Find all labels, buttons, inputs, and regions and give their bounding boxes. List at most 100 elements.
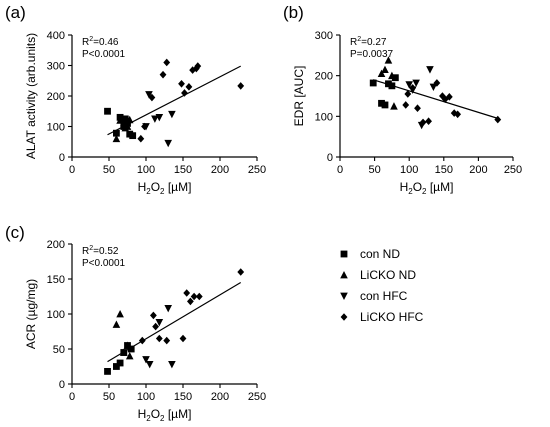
legend-marker-diamond [340, 313, 348, 321]
panel-letter: (b) [283, 3, 304, 22]
data-point-diamond [454, 110, 462, 119]
data-point-diamond [195, 292, 203, 301]
legend-label: con ND [360, 247, 400, 261]
data-point-triangle-up [116, 310, 124, 318]
y-axis-label: ALAT activity (arb.units) [24, 33, 38, 159]
data-point-diamond [159, 70, 167, 79]
y-axis-label: ACR (µg/mg) [24, 279, 38, 349]
legend-marker-triangle-down [340, 292, 348, 300]
data-point-triangle-down [155, 319, 164, 327]
x-tick-label: 200 [469, 164, 487, 176]
x-tick-label: 250 [504, 164, 522, 176]
y-tick-label: 300 [47, 61, 65, 73]
panel-a: (a) 0 50 100 150 200 250 0 100 200 300 400 H2O2 [µM]… [5, 3, 266, 196]
data-point-diamond [409, 84, 417, 92]
legend-marker-triangle-up [340, 271, 348, 279]
data-point-square [385, 80, 392, 88]
data-point-triangle-down [168, 361, 176, 369]
panel-letter: (a) [5, 3, 26, 22]
x-tick-label: 150 [435, 164, 453, 176]
legend-label: LiCKO ND [360, 268, 416, 282]
y-tick-label: 300 [315, 30, 333, 42]
x-tick-label: 100 [137, 391, 155, 403]
x-tick-label: 200 [211, 391, 229, 403]
data-point-diamond [152, 322, 160, 331]
x-tick-label: 150 [174, 391, 192, 403]
data-point-diamond [445, 93, 453, 101]
panel-letter: (c) [5, 223, 25, 242]
data-point-diamond [494, 115, 502, 124]
data-point-square [378, 99, 385, 107]
data-point-triangle-down [426, 66, 434, 74]
data-point-triangle-down [155, 113, 164, 122]
data-point-diamond [433, 79, 441, 87]
y-tick-label: 200 [47, 239, 65, 251]
x-tick-label: 100 [137, 164, 155, 176]
data-point-square [369, 79, 377, 87]
y-tick-label: 0 [327, 152, 333, 164]
data-point-square [127, 345, 135, 353]
data-point-square [113, 363, 120, 370]
data-point-diamond [155, 334, 163, 343]
data-point-diamond [404, 90, 412, 98]
data-point-diamond [189, 66, 197, 74]
data-point-square [129, 132, 137, 140]
data-point-diamond [148, 93, 156, 102]
panel-b: (b) 0 50 100 150 200 250 0 100 200 300 H2O2 [µM] EDR… [283, 3, 522, 196]
data-point-triangle-up [112, 320, 121, 328]
data-point-triangle-up [381, 65, 389, 73]
x-tick-label: 0 [337, 164, 343, 176]
p-value-annotation: P<0.0001 [82, 258, 126, 269]
y-tick-label: 50 [53, 344, 65, 356]
data-point-triangle-down [164, 139, 172, 148]
data-point-diamond [187, 297, 194, 306]
data-point-diamond [194, 62, 202, 70]
data-point-diamond [163, 336, 171, 345]
data-point-triangle-down [142, 356, 150, 364]
data-point-triangle-up [116, 116, 124, 124]
data-point-diamond [137, 134, 145, 143]
data-point-triangle-up [120, 348, 128, 356]
data-point-diamond [402, 101, 410, 109]
data-point-diamond [190, 292, 198, 301]
data-point-diamond [150, 311, 157, 320]
x-tick-label: 150 [174, 164, 192, 176]
data-point-square [388, 82, 396, 90]
data-point-diamond [181, 89, 188, 97]
p-value-annotation: P=0.0037 [350, 49, 394, 60]
x-tick-label: 0 [69, 391, 75, 403]
y-tick-label: 150 [47, 274, 65, 286]
data-point-diamond [237, 268, 245, 276]
panel-c: (c) 0 50 100 150 200 250 0 50 100 150 200 H2O2 [µM] A… [5, 223, 266, 423]
y-tick-label: 100 [47, 122, 65, 134]
legend-marker-square [340, 250, 348, 258]
legend-label: con HFC [360, 289, 408, 303]
x-tick-label: 50 [368, 164, 380, 176]
x-tick-label: 200 [211, 164, 229, 176]
data-point-diamond [450, 109, 458, 117]
y-axis-label: EDR [AUC] [292, 66, 306, 127]
data-point-diamond [179, 334, 187, 343]
data-point-triangle-up [384, 56, 393, 64]
p-value-annotation: P<0.0001 [82, 49, 126, 60]
data-point-diamond [237, 82, 245, 90]
data-point-diamond [163, 58, 171, 67]
y-tick-label: 200 [315, 71, 333, 83]
data-point-square [120, 123, 128, 130]
x-axis-label: H2O2 [µM] [138, 180, 192, 196]
data-point-triangle-down [145, 91, 153, 99]
data-point-triangle-down [168, 110, 176, 119]
data-point-square [104, 368, 111, 375]
y-tick-label: 400 [47, 30, 65, 42]
data-point-square [104, 107, 111, 115]
data-point-triangle-up [125, 352, 134, 360]
legend: con ND LiCKO ND con HFC LiCKO HFC [340, 247, 424, 324]
data-point-triangle-down [412, 79, 420, 87]
y-tick-label: 200 [47, 91, 65, 103]
data-point-triangle-up [388, 71, 396, 80]
data-point-square [381, 101, 389, 109]
data-point-triangle-up [120, 118, 128, 127]
y-tick-label: 0 [59, 152, 65, 164]
data-point-diamond [138, 336, 146, 345]
